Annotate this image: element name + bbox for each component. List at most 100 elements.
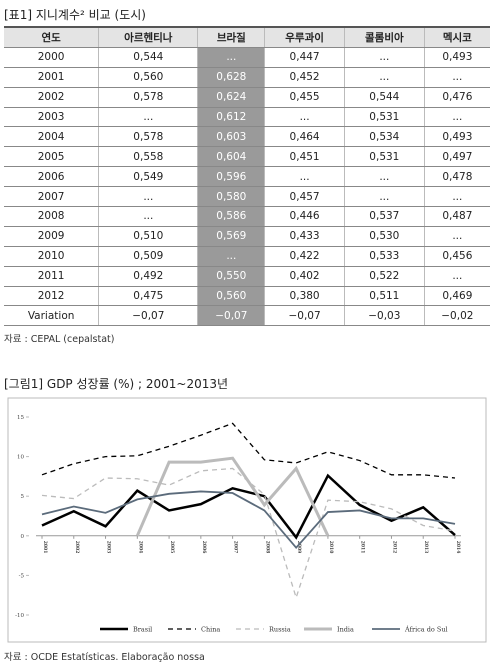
table-cell: 2008 — [4, 206, 100, 227]
table-cell: 0,476 — [424, 87, 490, 108]
table-cell: 0,624 — [197, 87, 266, 108]
table-cell: −0,07 — [98, 305, 199, 327]
x-tick-label: 2009 — [296, 541, 302, 554]
table-cell: 2009 — [4, 226, 100, 247]
y-tick-label: 5 — [21, 494, 25, 500]
table-cell: ... — [98, 107, 199, 128]
header-cell: 아르헨티나 — [98, 25, 199, 48]
table-cell: 2002 — [4, 87, 100, 108]
y-tick-label: 0 — [21, 534, 25, 540]
x-tick-label: 2011 — [360, 541, 366, 554]
table-cell: 0,586 — [197, 206, 266, 227]
y-tick-label: 15 — [17, 415, 24, 421]
x-tick-label: 2001 — [42, 541, 48, 554]
table-cell: ... — [424, 226, 490, 247]
table-cell: 0,530 — [344, 226, 425, 247]
x-tick-label: 2006 — [201, 541, 207, 554]
table-cell: ... — [264, 166, 345, 188]
table-cell: ... — [197, 47, 266, 68]
table-cell: 0,604 — [197, 146, 266, 168]
table-row: 2011 0,492 0,550 0,402 0,522... — [4, 266, 490, 287]
table-cell: 0,469 — [424, 286, 490, 307]
legend-label: África do Sul — [404, 625, 448, 634]
table-row: 2000 0,544... 0,447... 0,493 — [4, 47, 490, 68]
table-cell: 0,433 — [264, 226, 345, 247]
table-cell: 0,537 — [344, 206, 425, 227]
table-cell: 2003 — [4, 107, 100, 128]
x-tick-label: 2010 — [328, 541, 334, 554]
table-cell: 2004 — [4, 126, 100, 148]
table-cell: −0,02 — [424, 305, 490, 327]
table-cell: 0,531 — [344, 146, 425, 168]
table-cell: 0,533 — [344, 246, 425, 267]
table-cell: ... — [344, 166, 425, 188]
legend-label: Brasil — [133, 626, 152, 634]
table-cell: 2010 — [4, 246, 100, 267]
table-cell: ... — [344, 186, 425, 208]
table-cell: 0,560 — [197, 286, 266, 307]
header-cell: 연도 — [4, 25, 100, 48]
table-row: 2008... 0,586 0,446 0,537 0,487 — [4, 206, 490, 227]
table-cell: 0,457 — [264, 186, 345, 208]
table-cell: 0,380 — [264, 286, 345, 307]
header-cell: 콜롬비아 — [344, 25, 425, 48]
x-tick-label: 2014 — [455, 541, 461, 554]
table-cell: ... — [424, 186, 490, 208]
table-cell: 0,534 — [344, 126, 425, 148]
table-cell: 0,452 — [264, 67, 345, 88]
table-cell: 0,510 — [98, 226, 199, 247]
table-cell: 0,493 — [424, 47, 490, 68]
table-cell: −0,07 — [264, 305, 345, 327]
x-tick-label: 2004 — [137, 541, 143, 554]
table-cell: 0,628 — [197, 67, 266, 88]
table-row: 2009 0,510 0,569 0,433 0,530... — [4, 226, 490, 247]
x-tick-label: 2002 — [74, 541, 80, 554]
y-tick-label: -10 — [15, 613, 24, 619]
table-cell: 2005 — [4, 146, 100, 168]
table-row: 2007... 0,580 0,457...... — [4, 186, 490, 208]
table-cell: 0,550 — [197, 266, 266, 287]
table-cell: 0,509 — [98, 246, 199, 267]
x-tick-label: 2008 — [264, 541, 270, 554]
table-cell: 2012 — [4, 286, 100, 307]
table-row: 2002 0,578 0,624 0,455 0,544 0,476 — [4, 87, 490, 108]
table-cell: ... — [424, 107, 490, 128]
table-cell: 0,531 — [344, 107, 425, 128]
line-series — [41, 473, 456, 540]
x-tick-label: 2003 — [106, 541, 112, 554]
legend-label: India — [337, 626, 354, 634]
table-cell: 0,487 — [424, 206, 490, 227]
table-cell: ... — [344, 67, 425, 88]
table-cell: 0,455 — [264, 87, 345, 108]
table-cell: ... — [98, 206, 199, 227]
table-cell: 0,544 — [98, 47, 199, 68]
line-series — [41, 490, 456, 550]
gini-table: 연도 아르헨티나 브라질 우루과이 콜롬비아 멕시코 2000 0,544... 0,447..… — [4, 25, 490, 327]
header-cell: 우루과이 — [264, 25, 345, 48]
table-cell: −0,03 — [344, 305, 425, 327]
chart-title: [그림1] GDP 성장률 (%) ; 2001~2013년 — [4, 377, 229, 391]
table-cell: 0,544 — [344, 87, 425, 108]
header-cell: 브라질 — [197, 25, 266, 48]
table-cell: ... — [264, 107, 345, 128]
line-series — [41, 422, 456, 479]
table-cell: ... — [344, 47, 425, 68]
table-cell: 0,464 — [264, 126, 345, 148]
table-cell: 0,549 — [98, 166, 199, 188]
legend-label: Russia — [269, 626, 291, 634]
chart-frame — [7, 397, 487, 643]
table-cell: 0,578 — [98, 126, 199, 148]
table-cell: 0,497 — [424, 146, 490, 168]
table-row: 2001 0,560 0,628 0,452...... — [4, 67, 490, 88]
legend-label: China — [201, 626, 220, 634]
y-tick-label: -5 — [19, 573, 25, 579]
line-series — [41, 467, 456, 600]
table-cell: 0,422 — [264, 246, 345, 267]
table-cell: 0,603 — [197, 126, 266, 148]
table-cell: 2001 — [4, 67, 100, 88]
x-tick-label: 2005 — [169, 541, 175, 554]
table-cell: 0,511 — [344, 286, 425, 307]
table-cell: 0,612 — [197, 107, 266, 128]
table-cell: 0,492 — [98, 266, 199, 287]
table-title: [표1] 지니계수² 비교 (도시) — [4, 8, 146, 22]
